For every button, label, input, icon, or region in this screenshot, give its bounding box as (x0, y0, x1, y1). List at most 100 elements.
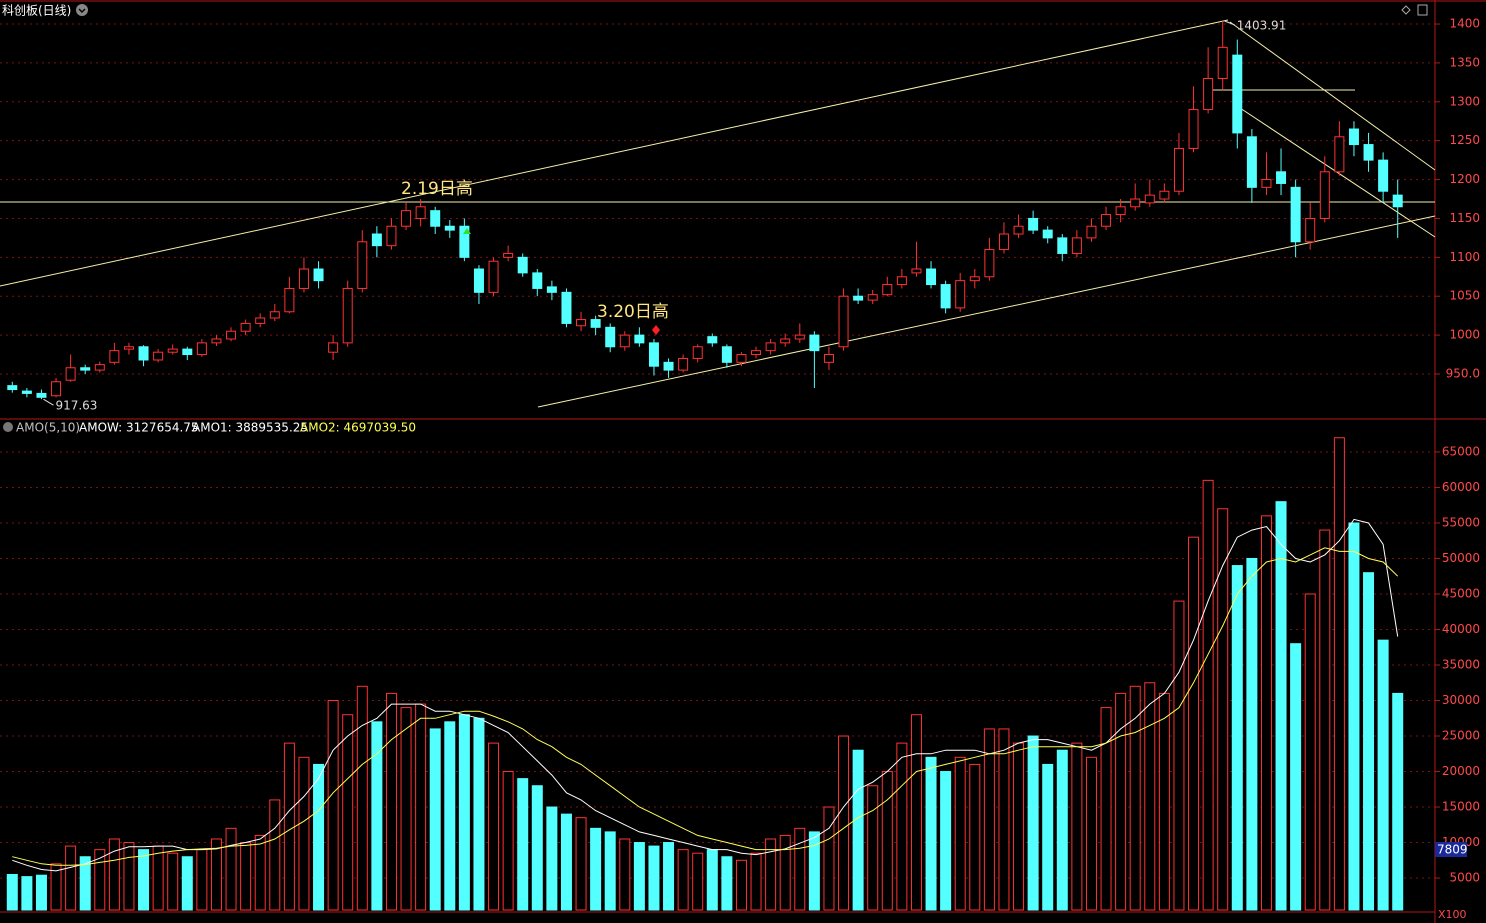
candle-body (313, 268, 324, 282)
max-label: 1403.91 (1237, 18, 1287, 32)
candle-body (1261, 179, 1272, 188)
trend-line (1239, 107, 1436, 238)
candle-body (1071, 237, 1082, 254)
volume-bar (108, 838, 120, 911)
candle-body (328, 342, 339, 353)
candle-body (634, 334, 645, 344)
candle-body (298, 268, 309, 289)
y-tick-label: 20000 (1442, 764, 1480, 778)
candle-body (109, 350, 120, 363)
volume-bar (1071, 742, 1083, 911)
volume-bar (1115, 692, 1127, 911)
candle-body (1348, 128, 1359, 146)
moving-average-line (12, 518, 1399, 872)
candle-body (269, 311, 280, 319)
volume-bar (269, 799, 281, 911)
candle-body (226, 330, 237, 340)
volume-bar (1042, 763, 1054, 911)
candle-body (430, 210, 441, 227)
volume-bar (1275, 501, 1287, 911)
candle-body (1101, 214, 1112, 227)
indicator-value: AMOW: 3127654.75 (79, 421, 199, 435)
volume-bar (677, 849, 689, 911)
candle-body (1217, 46, 1228, 79)
volume-bar (1348, 522, 1360, 911)
candle-body (648, 342, 659, 367)
signal-marker (652, 325, 660, 335)
candle-body (1115, 206, 1126, 216)
candle-body (1086, 225, 1097, 239)
volume-bar (1056, 749, 1068, 911)
volume-bar (735, 859, 747, 911)
candle-body (21, 390, 32, 394)
y-tick-label: 1200 (1449, 172, 1480, 186)
candle-body (940, 284, 951, 309)
y-tick-label: 65000 (1442, 444, 1480, 458)
indicator-menu-icon[interactable] (3, 422, 13, 432)
unit-label: X100 (1438, 908, 1467, 921)
volume-bar (1333, 437, 1345, 911)
y-tick-label: 15000 (1442, 800, 1480, 814)
candle-body (473, 268, 484, 293)
candle-body (561, 291, 572, 324)
candle-body (401, 210, 412, 227)
candle-body (255, 317, 266, 324)
candle-body (765, 342, 776, 352)
volume-bar (1231, 565, 1243, 911)
candle-body (1173, 147, 1184, 192)
volume-bar (210, 838, 222, 911)
trend-line (1229, 21, 1436, 171)
candle-body (794, 334, 805, 340)
candle-body (240, 322, 251, 332)
indicator-name: AMO(5,10) (16, 421, 80, 435)
candle-body (342, 287, 353, 344)
diamond-icon[interactable] (1401, 5, 1411, 15)
volume-bar (1319, 529, 1331, 911)
volume-bar (619, 838, 631, 911)
volume-bar (867, 785, 879, 911)
volume-bar (808, 831, 820, 911)
volume-bar (750, 852, 762, 911)
annotation: 3.20日高 (597, 302, 669, 322)
menu-icon[interactable] (76, 4, 88, 16)
volume-bar (327, 700, 339, 911)
candle-body (751, 350, 762, 356)
volume-bar (473, 717, 485, 911)
volume-bar (458, 714, 470, 911)
candle-body (1276, 171, 1287, 184)
min-arrow (43, 398, 54, 406)
volume-bar (502, 771, 514, 911)
volume-bar (969, 763, 981, 911)
volume-bar (444, 721, 456, 911)
moving-average-line (12, 547, 1399, 866)
candle-body (780, 338, 791, 344)
indicator-value: AMO2: 4697039.50 (300, 421, 416, 435)
volume-bar (648, 845, 660, 911)
volume-bar (240, 842, 252, 911)
volume-bar (721, 856, 733, 911)
candle-body (488, 260, 499, 293)
candle-body (926, 268, 937, 286)
volume-bar (531, 785, 543, 911)
volume-bar (1188, 536, 1200, 911)
candle-body (444, 225, 455, 231)
candle-body (590, 319, 601, 328)
volume-bar (79, 856, 91, 911)
y-tick-label: 25000 (1442, 729, 1480, 743)
candle-body (1290, 186, 1301, 243)
volume-bar (910, 714, 922, 911)
volume-bar (663, 842, 675, 911)
candle-body (51, 381, 62, 397)
volume-bar (1013, 742, 1025, 911)
y-tick-label: 40000 (1442, 622, 1480, 636)
candle-body (182, 348, 193, 356)
candle-body (1028, 217, 1039, 231)
volume-bar (123, 842, 135, 911)
volume-bar (633, 842, 645, 911)
window-icon[interactable] (1417, 4, 1428, 16)
chart-title: 科创板(日线) (2, 4, 71, 18)
candle-body (138, 346, 149, 361)
candle-body (969, 276, 980, 282)
